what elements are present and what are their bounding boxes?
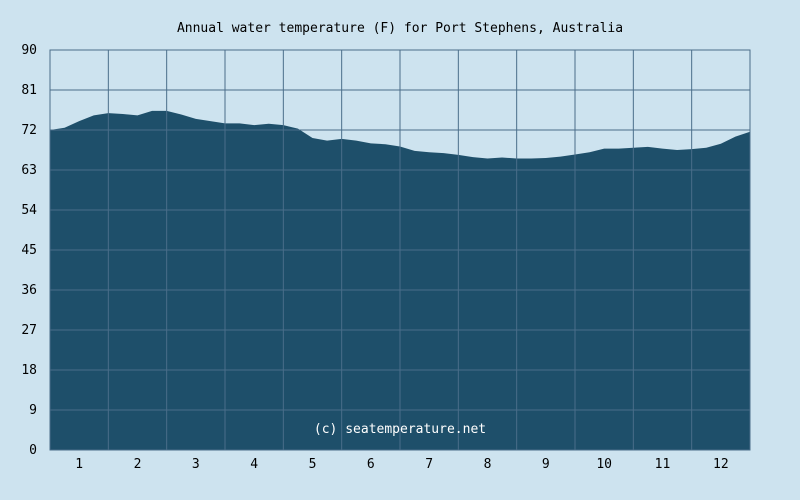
chart-title: Annual water temperature (F) for Port St… <box>177 21 623 36</box>
y-tick-label: 90 <box>21 43 37 58</box>
plot-border <box>49 49 751 451</box>
y-tick-label: 18 <box>21 363 37 378</box>
x-tick-label: 3 <box>192 457 200 472</box>
y-axis-labels: 0 9 18 27 36 45 54 63 72 81 90 <box>21 43 37 458</box>
y-tick-label: 9 <box>29 403 37 418</box>
watermark-text: (c) seatemperature.net <box>314 422 486 437</box>
x-tick-label: 1 <box>75 457 83 472</box>
y-tick-label: 36 <box>21 283 37 298</box>
grid-lines <box>49 49 751 451</box>
y-tick-label: 63 <box>21 163 37 178</box>
x-tick-label: 11 <box>655 457 671 472</box>
y-tick-label: 27 <box>21 323 37 338</box>
y-tick-label: 0 <box>29 443 37 458</box>
y-tick-label: 54 <box>21 203 37 218</box>
x-tick-label: 10 <box>596 457 612 472</box>
x-tick-label: 4 <box>250 457 258 472</box>
x-tick-label: 8 <box>484 457 492 472</box>
x-axis-labels: 1 2 3 4 5 6 7 8 9 10 11 12 <box>75 457 728 472</box>
x-tick-label: 12 <box>713 457 729 472</box>
x-tick-label: 9 <box>542 457 550 472</box>
y-tick-label: 81 <box>21 83 37 98</box>
x-tick-label: 5 <box>309 457 317 472</box>
y-tick-label: 72 <box>21 123 37 138</box>
y-tick-label: 45 <box>21 243 37 258</box>
x-tick-label: 2 <box>134 457 142 472</box>
x-tick-label: 7 <box>425 457 433 472</box>
x-tick-label: 6 <box>367 457 375 472</box>
